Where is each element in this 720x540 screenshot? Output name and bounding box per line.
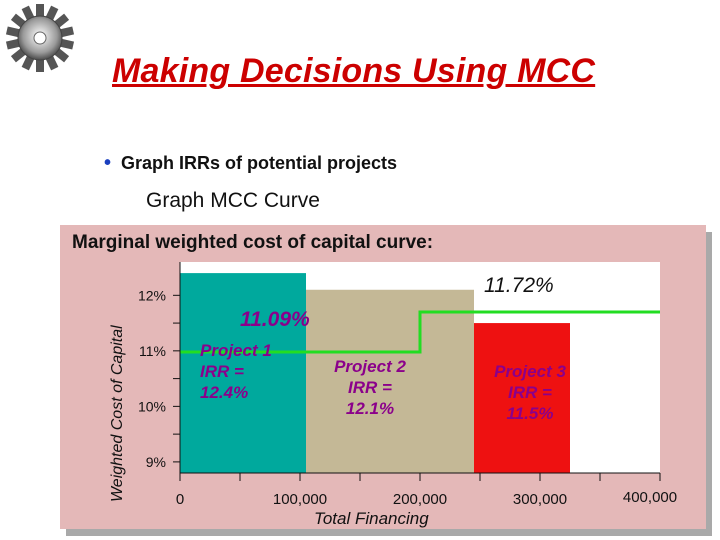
x-tick-label: 100,000 bbox=[273, 491, 327, 508]
project-3-label-line: 11.5% bbox=[507, 404, 554, 423]
project-1-label-line: 12.4% bbox=[200, 383, 248, 402]
bar-project-3 bbox=[474, 323, 570, 473]
y-tick-label: 9% bbox=[146, 454, 166, 470]
gear-tooth bbox=[58, 26, 75, 38]
bullet-text: Graph IRRs of potential projects bbox=[121, 153, 398, 173]
project-3-label: Project 3 IRR = 11.5% bbox=[494, 362, 566, 423]
subheading: Graph MCC Curve bbox=[146, 189, 320, 212]
project-3-label-line: Project 3 bbox=[494, 362, 566, 381]
project-1-label-line: IRR = bbox=[200, 362, 244, 381]
x-tick-label: 0 bbox=[176, 491, 184, 508]
y-tick-label: 11% bbox=[139, 343, 166, 359]
project-2-label-line: 12.1% bbox=[346, 399, 394, 418]
bar-project-1 bbox=[180, 273, 306, 473]
gear-icon bbox=[5, 4, 75, 72]
mcc-line bbox=[180, 310, 660, 354]
x-tick-label: 400,000 bbox=[623, 489, 677, 506]
project-2-label-line: Project 2 bbox=[334, 357, 406, 376]
project-3-label-line: IRR = bbox=[508, 383, 552, 402]
x-tick-label: 200,000 bbox=[393, 491, 447, 508]
slide-title: Making Decisions Using MCC bbox=[112, 52, 596, 90]
y-axis-label: Weighted Cost of Capital bbox=[109, 325, 126, 502]
annotation-11-72: 11.72% bbox=[484, 274, 554, 297]
project-1-label: Project 1 IRR = 12.4% bbox=[200, 341, 272, 402]
x-axis-label: Total Financing bbox=[314, 509, 429, 528]
x-tick-label: 300,000 bbox=[513, 491, 567, 508]
gear-tooth bbox=[5, 26, 22, 38]
project-2-label-line: IRR = bbox=[348, 378, 392, 397]
bar-project-2 bbox=[306, 289, 474, 473]
project-1-label-line: Project 1 bbox=[200, 341, 272, 360]
gear-tooth bbox=[36, 58, 44, 72]
y-tick-label: 10% bbox=[138, 398, 166, 414]
y-tick-label: 12% bbox=[138, 287, 166, 303]
gear-tooth bbox=[58, 38, 75, 50]
gear-tooth bbox=[36, 4, 44, 18]
annotation-11-09: 11.09% bbox=[240, 308, 310, 331]
bullet-dot: • bbox=[104, 152, 112, 174]
chart-title: Marginal weighted cost of capital curve: bbox=[72, 232, 433, 253]
gear-tooth bbox=[5, 38, 22, 50]
bullet-point: • Graph IRRs of potential projects bbox=[104, 152, 397, 175]
project-2-label: Project 2 IRR = 12.1% bbox=[334, 357, 406, 418]
